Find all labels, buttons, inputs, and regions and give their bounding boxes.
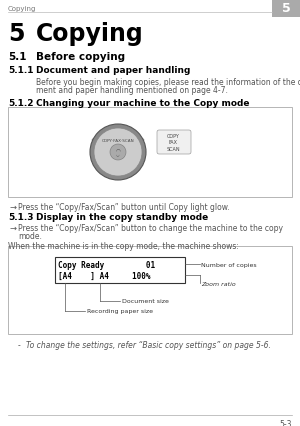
Text: Display in the copy standby mode: Display in the copy standby mode — [36, 213, 208, 222]
Text: When the machine is in the copy mode, the machine shows:: When the machine is in the copy mode, th… — [8, 242, 239, 250]
Text: Copy Ready         01: Copy Ready 01 — [58, 260, 155, 269]
Text: Copying: Copying — [36, 22, 144, 46]
FancyBboxPatch shape — [55, 257, 185, 283]
FancyBboxPatch shape — [8, 246, 292, 334]
Text: -: - — [18, 340, 21, 349]
Text: 5-3: 5-3 — [280, 419, 292, 426]
Text: Document and paper handling: Document and paper handling — [36, 66, 190, 75]
Text: →: → — [10, 202, 17, 211]
FancyBboxPatch shape — [8, 108, 292, 198]
Text: ment and paper handling mentioned on page 4-7.: ment and paper handling mentioned on pag… — [36, 86, 228, 95]
Text: 5.1.2: 5.1.2 — [8, 99, 34, 108]
Text: 5.1.3: 5.1.3 — [8, 213, 34, 222]
Circle shape — [94, 129, 142, 177]
Text: COPY·FAX·SCAN: COPY·FAX·SCAN — [102, 139, 134, 143]
FancyBboxPatch shape — [272, 0, 300, 18]
Text: Copying: Copying — [8, 6, 36, 12]
Text: Number of copies: Number of copies — [201, 262, 256, 267]
Text: Press the “Copy/Fax/Scan” button to change the machine to the copy: Press the “Copy/Fax/Scan” button to chan… — [18, 224, 283, 233]
Text: Changing your machine to the Copy mode: Changing your machine to the Copy mode — [36, 99, 250, 108]
Text: ◠: ◠ — [116, 148, 120, 153]
Text: To change the settings, refer “Basic copy settings” on page 5-6.: To change the settings, refer “Basic cop… — [26, 340, 271, 349]
Text: ◡: ◡ — [116, 152, 120, 155]
Text: 5: 5 — [8, 22, 25, 46]
Text: COPY
FAX
SCAN: COPY FAX SCAN — [166, 134, 180, 151]
Text: 5.1.1: 5.1.1 — [8, 66, 34, 75]
Text: Before you begin making copies, please read the information of the docu-: Before you begin making copies, please r… — [36, 78, 300, 87]
Circle shape — [110, 145, 126, 161]
Text: 5: 5 — [282, 3, 290, 15]
Text: 5.1: 5.1 — [8, 52, 26, 62]
Text: Before copying: Before copying — [36, 52, 125, 62]
Text: [A4    ] A4     100%: [A4 ] A4 100% — [58, 271, 151, 280]
Ellipse shape — [92, 137, 144, 145]
Text: Recording paper size: Recording paper size — [87, 309, 153, 314]
Text: Press the “Copy/Fax/Scan” button until Copy light glow.: Press the “Copy/Fax/Scan” button until C… — [18, 202, 230, 211]
Text: Document size: Document size — [122, 299, 169, 304]
Text: mode.: mode. — [18, 231, 42, 240]
Circle shape — [90, 125, 146, 181]
Text: Zoom ratio: Zoom ratio — [201, 281, 236, 286]
FancyBboxPatch shape — [157, 131, 191, 155]
Text: →: → — [10, 224, 17, 233]
